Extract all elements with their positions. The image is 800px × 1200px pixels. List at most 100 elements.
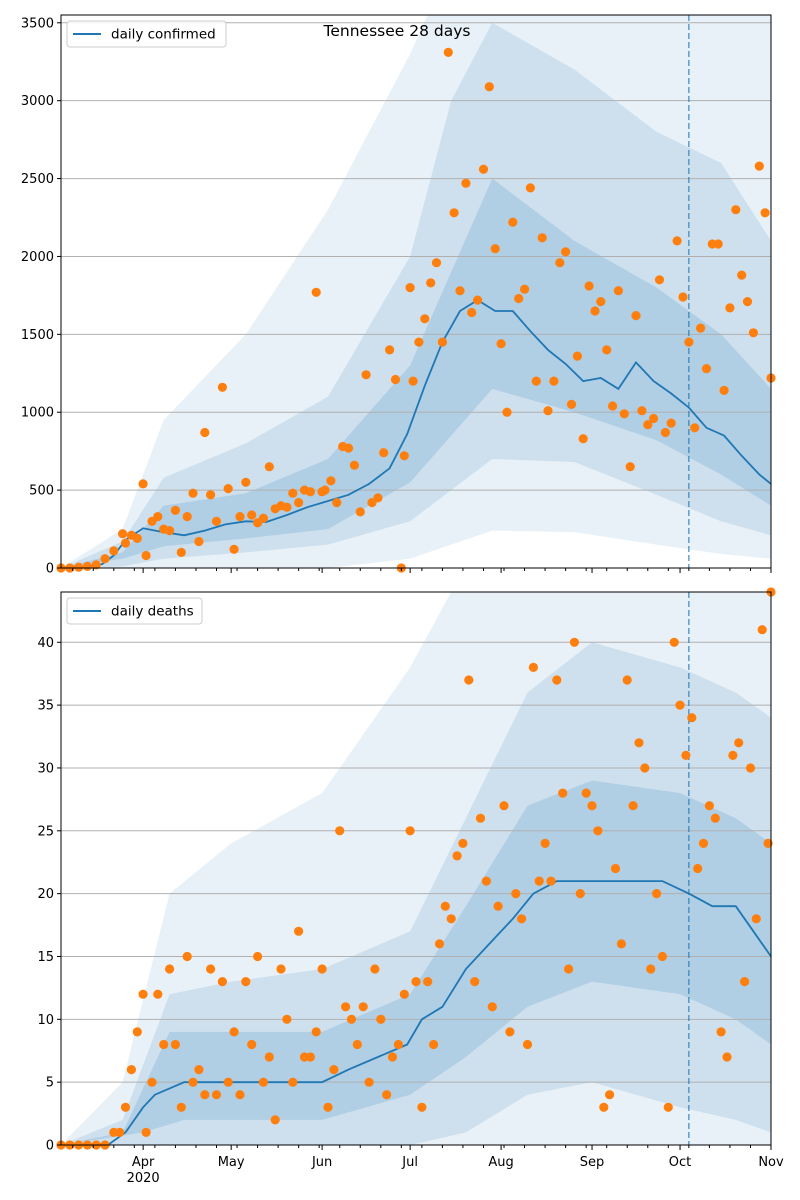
confirmed-data-point — [684, 337, 694, 347]
confirmed-data-point — [508, 217, 518, 227]
confirmed-line — [60, 299, 772, 569]
confirmed-data-point — [82, 561, 92, 572]
deaths-data-point — [652, 889, 662, 899]
confirmed-data-point — [654, 275, 665, 285]
confirmed-data-point — [443, 47, 453, 58]
confirmed-data-point — [672, 236, 682, 246]
deaths-data-point — [763, 838, 773, 849]
deaths-data-point — [188, 1077, 198, 1087]
confirmed-data-point — [91, 560, 101, 570]
deaths-legend-box — [66, 597, 203, 625]
deaths-line — [61, 880, 772, 1146]
confirmed-data-point — [566, 399, 577, 409]
deaths-data-point — [704, 801, 715, 811]
confirmed-data-point — [748, 328, 759, 338]
deaths-data-point — [153, 989, 163, 999]
confirmed-data-point — [561, 247, 571, 257]
confirmed-data-point — [211, 516, 222, 526]
confirmed-data-point — [305, 487, 315, 497]
deaths-data-point — [499, 801, 509, 811]
deaths-data-point — [669, 637, 679, 647]
confirmed-data-point — [165, 526, 175, 536]
deaths-legend: daily deaths — [66, 597, 203, 625]
deaths-y-tick-label: 0 — [46, 1139, 54, 1154]
confirmed-data-point — [385, 345, 395, 355]
confirmed-data-point — [631, 311, 641, 321]
confirmed-y-tick-label: 2500 — [21, 172, 54, 187]
deaths-data-point — [376, 1014, 386, 1024]
confirmed-data-point — [109, 546, 119, 556]
deaths-data-point — [211, 1090, 222, 1100]
confirmed-band-2 — [61, 22, 771, 569]
confirmed-data-point — [182, 511, 192, 522]
deaths-band-1 — [61, 592, 771, 1145]
confirmed-data-point — [200, 427, 210, 438]
deaths-data-point — [387, 1052, 398, 1062]
confirmed-data-point — [229, 544, 239, 554]
confirmed-data-point — [449, 208, 459, 218]
confirmed-data-point — [405, 283, 415, 293]
deaths-x-tick-label: Aug — [488, 1155, 513, 1170]
deaths-data-point — [317, 964, 327, 974]
deaths-data-point — [687, 713, 697, 723]
deaths-data-point — [120, 1102, 131, 1112]
deaths-data-point — [417, 1102, 427, 1112]
deaths-data-point — [646, 964, 656, 974]
deaths-data-point — [511, 889, 521, 899]
confirmed-data-point — [478, 164, 489, 174]
deaths-x-tick-label: Apr — [132, 1155, 155, 1170]
confirmed-y-tick-label: 2000 — [21, 250, 54, 265]
confirmed-data-point — [514, 293, 524, 304]
confirmed-data-point — [194, 536, 204, 547]
deaths-y-tick-label: 20 — [37, 887, 54, 902]
confirmed-data-point — [282, 502, 292, 512]
deaths-x-tick-label: Nov — [758, 1155, 784, 1170]
confirmed-data-point — [455, 286, 465, 296]
confirmed-data-point — [176, 547, 186, 558]
confirmed-data-point — [713, 239, 723, 249]
deaths-y-tick-label: 5 — [46, 1076, 54, 1091]
confirmed-data-point — [643, 420, 653, 430]
deaths-legend-label: daily deaths — [111, 604, 194, 620]
deaths-data-point — [587, 801, 597, 811]
deaths-data-point — [159, 1039, 169, 1050]
confirmed-y-tick-label: 3500 — [21, 16, 54, 31]
confirmed-data-point — [690, 423, 700, 433]
deaths-data-point — [165, 964, 175, 974]
deaths-data-point — [370, 964, 380, 974]
confirmed-data-point — [235, 511, 245, 522]
deaths-data-point — [458, 838, 468, 849]
deaths-data-point — [176, 1102, 186, 1112]
confirmed-data-point — [701, 364, 712, 374]
deaths-data-point — [546, 876, 556, 886]
deaths-data-point — [440, 901, 450, 911]
deaths-data-point — [182, 951, 192, 962]
confirmed-data-point — [502, 407, 512, 417]
deaths-data-point — [405, 826, 415, 836]
confirmed-data-point — [74, 562, 84, 572]
deaths-data-point — [493, 901, 503, 911]
confirmed-data-point — [520, 284, 530, 294]
deaths-data-point — [364, 1077, 374, 1087]
deaths-data-point — [575, 889, 585, 899]
deaths-data-point — [223, 1077, 233, 1087]
confirmed-data-point — [531, 376, 541, 386]
deaths-data-point — [540, 838, 550, 849]
confirmed-data-point — [288, 488, 298, 498]
deaths-y-tick-label: 30 — [37, 761, 54, 776]
confirmed-data-point — [760, 208, 770, 218]
deaths-data-point — [693, 863, 703, 874]
deaths-data-point — [382, 1090, 392, 1100]
confirmed-data-point — [332, 498, 342, 508]
confirmed-y-ticks: 0 500 1000 1500 2000 2500 3000 3500 — [21, 16, 61, 577]
deaths-data-point — [599, 1102, 609, 1112]
confirmed-data-point — [725, 303, 735, 313]
confirmed-data-point — [141, 550, 151, 561]
confirmed-data-point — [247, 510, 257, 520]
deaths-data-point — [464, 675, 474, 685]
deaths-data-point — [710, 813, 720, 823]
confirmed-legend-label: daily confirmed — [111, 27, 216, 43]
confirmed-data-point — [390, 374, 401, 385]
confirmed-data-point — [223, 484, 233, 494]
deaths-data-point — [528, 662, 539, 673]
